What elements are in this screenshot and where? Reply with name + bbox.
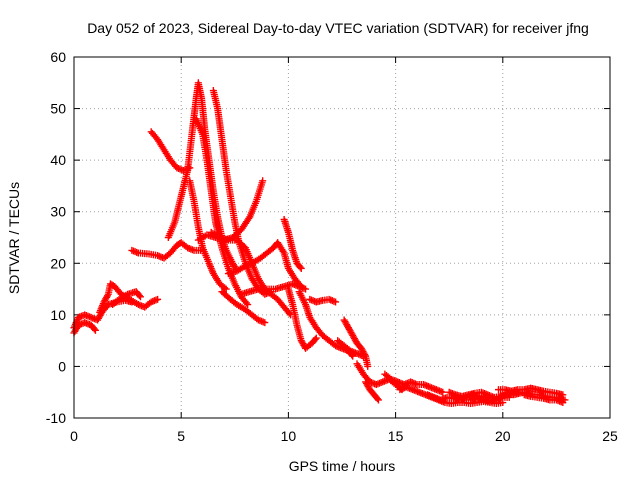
data-point [222,285,230,293]
data-point [312,334,320,342]
y-axis-label: SDTVAR / TECUs [6,182,22,294]
data-point [90,325,98,333]
y-tick-label: 60 [50,49,66,65]
data-points [70,79,569,408]
series-track-31 [520,391,567,407]
series-track-24 [381,370,447,396]
series-track-19 [306,295,340,306]
data-point [302,285,310,293]
axis-ticks [73,56,611,419]
data-point [245,214,253,222]
y-tick-label: 40 [50,152,66,168]
y-tick-label: 30 [50,204,66,220]
data-point [242,299,250,307]
series-track-15 [237,280,310,298]
x-tick-label: 25 [602,428,618,444]
series-track-16 [280,215,305,272]
data-point [364,362,372,370]
chart-title: Day 052 of 2023, Sidereal Day-to-day VTE… [87,20,589,36]
grid [74,57,610,418]
data-point [439,388,447,396]
x-tick-labels: 0 5 10 15 20 25 [70,428,618,444]
data-point [135,292,143,300]
x-tick-label: 10 [281,428,297,444]
series-track-13 [218,288,269,327]
y-tick-label: -10 [46,410,66,426]
series-track-05 [128,239,204,262]
x-tick-label: 0 [70,428,78,444]
series-track-14 [224,239,305,290]
series-track-21 [340,316,372,370]
data-point [259,177,267,185]
data-point [297,264,305,272]
data-point [221,284,229,292]
data-point [559,399,567,407]
series-track-06 [147,128,194,174]
data-point [311,335,319,343]
series-track-23 [362,378,382,404]
data-point [374,396,382,404]
x-tick-label: 20 [495,428,511,444]
y-tick-label: 50 [50,101,66,117]
data-point [91,326,99,334]
y-tick-labels: -10 0 10 20 30 40 50 60 [46,49,66,426]
series-track-17 [284,285,320,352]
x-tick-label: 15 [388,428,404,444]
series-track-04 [109,288,144,309]
series-track-08 [186,177,230,293]
y-tick-label: 20 [50,255,66,271]
y-tick-label: 0 [58,358,66,374]
data-point [332,298,340,306]
data-point [103,292,111,300]
data-point [154,295,162,303]
data-point [261,319,269,327]
x-axis-label: GPS time / hours [289,458,396,474]
plot-frame [73,56,611,419]
series-track-09 [192,115,252,309]
series-track-03 [96,280,162,316]
data-point [373,395,381,403]
series-track-22 [353,360,406,394]
data-point [296,263,304,271]
data-point [244,301,252,309]
y-tick-label: 10 [50,307,66,323]
data-point [136,293,144,301]
x-tick-label: 5 [177,428,185,444]
data-point [361,351,369,359]
